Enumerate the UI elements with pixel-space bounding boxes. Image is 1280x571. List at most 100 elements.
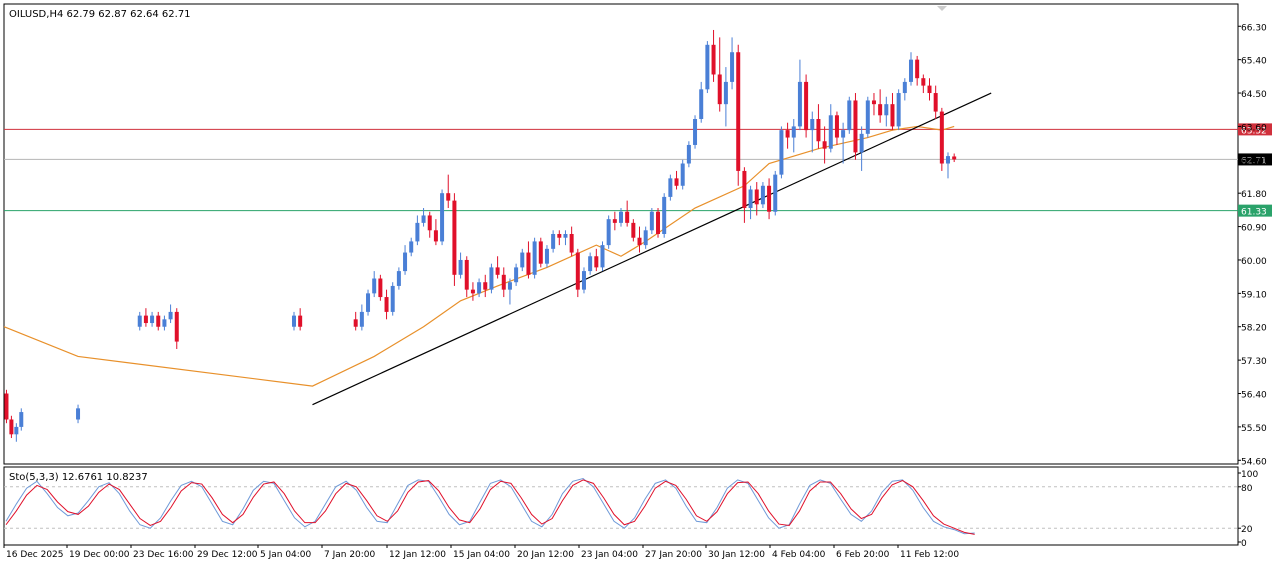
candle (489, 263, 494, 294)
candle (372, 271, 377, 298)
candle-body (458, 259, 463, 275)
candle-body (865, 100, 870, 134)
candle-body (871, 100, 876, 105)
candle-body (631, 222, 636, 238)
candle-body (588, 256, 593, 272)
candle (421, 208, 426, 227)
candle (298, 308, 303, 331)
stochastic-signal-line (5, 479, 975, 535)
candle (834, 111, 839, 145)
candle (865, 96, 870, 138)
candle (452, 193, 457, 286)
candle (174, 308, 179, 349)
candle-body (563, 234, 568, 238)
candle (699, 81, 704, 123)
candle-body (489, 267, 494, 290)
candle (717, 37, 722, 112)
candle (291, 311, 296, 331)
candle (656, 208, 661, 238)
stochastic-lines (5, 477, 975, 535)
candle (816, 104, 821, 149)
candle (520, 248, 525, 272)
candle (711, 29, 716, 82)
candle-body (939, 111, 944, 164)
candle (668, 174, 673, 201)
candle-body (822, 141, 827, 149)
candle-body (544, 248, 549, 264)
candle-body (902, 81, 907, 94)
candle (680, 159, 685, 190)
candle (705, 41, 710, 94)
candle-body (495, 267, 500, 275)
candle-body (291, 315, 296, 327)
candle (921, 74, 926, 94)
candle-body (464, 259, 469, 290)
candle (415, 215, 420, 246)
candle (514, 263, 519, 286)
candle (693, 115, 698, 149)
candle (575, 248, 580, 298)
candle (433, 219, 438, 246)
candle (754, 182, 759, 216)
candle-body (890, 104, 895, 127)
candle (526, 241, 531, 279)
candle (946, 152, 951, 179)
candle-body (878, 104, 883, 116)
stochastic-header: Sto(5,3,3) 12.6761 10.8237 (9, 472, 148, 483)
candle-body (828, 115, 833, 149)
candle-body (446, 193, 451, 201)
candle-body (668, 178, 673, 197)
candle (884, 96, 889, 127)
candle-body (137, 315, 142, 327)
scroll-marker-icon[interactable] (937, 6, 947, 11)
stochastic-pane[interactable] (3, 466, 1239, 546)
time-axis: 16 Dec 2025 19 Dec 00:00 23 Dec 16:00 29 De… (3, 545, 959, 560)
candle (581, 267, 586, 294)
candle-body (594, 256, 599, 268)
candle (804, 74, 809, 138)
candle (779, 126, 784, 179)
candle (538, 237, 543, 268)
candle (384, 289, 389, 320)
candle-body (711, 44, 716, 75)
candle (156, 311, 161, 331)
candle-body (526, 252, 531, 275)
price-pane[interactable] (3, 3, 1239, 465)
candle-body (625, 211, 630, 223)
candle-body (532, 241, 537, 275)
stochastic-tick-label: 100 (1241, 470, 1258, 480)
chart-header: OILUSD,H4 62.79 62.87 62.64 62.71 (9, 9, 191, 20)
time-tick-label: 6 Feb 20:00 (836, 550, 890, 560)
stochastic-axis: 100 80 20 0 (1238, 470, 1258, 549)
candle (14, 423, 19, 442)
candle-body (507, 282, 512, 290)
time-tick-label: 11 Feb 12:00 (900, 550, 959, 560)
candle-body (538, 241, 543, 264)
candle (606, 215, 611, 249)
price-tick-label: 62.70 (1241, 157, 1267, 167)
current-price-label: 62.71 (1241, 156, 1267, 166)
candle (730, 37, 735, 90)
candle-body (403, 252, 408, 272)
candle (927, 78, 932, 101)
candle-body (946, 156, 951, 164)
candle (563, 230, 568, 246)
trendline-layer[interactable] (312, 92, 992, 406)
candle-body (14, 426, 19, 435)
time-tick-label: 15 Jan 04:00 (453, 550, 510, 560)
candle (390, 282, 395, 316)
candle-body (785, 130, 790, 138)
candle (76, 404, 81, 424)
candle-body (9, 419, 14, 435)
candle (915, 55, 920, 86)
candle (810, 111, 815, 153)
candle-body (76, 408, 81, 420)
ascending-trendline[interactable] (312, 92, 992, 406)
candle (143, 308, 148, 327)
current-price-tag (1238, 153, 1272, 166)
candle (168, 304, 173, 324)
candle-body (853, 100, 858, 153)
candle-body (520, 252, 525, 268)
